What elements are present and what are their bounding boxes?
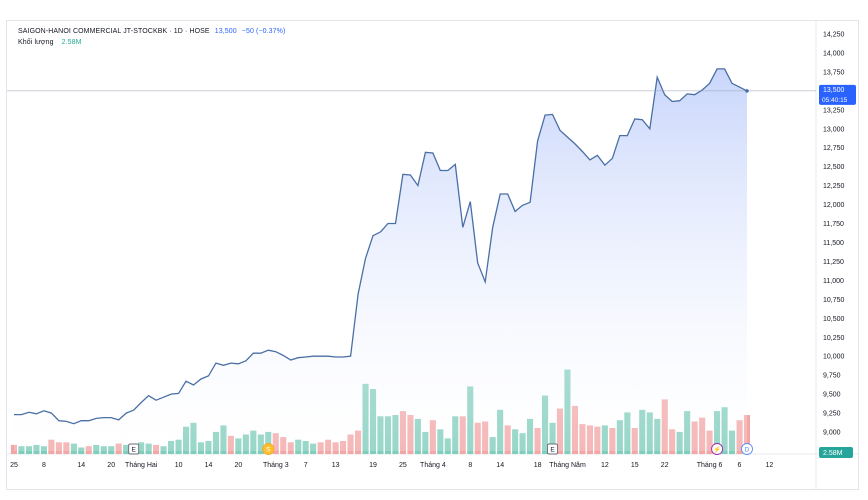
price-tag: 13,500 05:40:15	[819, 84, 856, 105]
y-tick-label: 9,750	[823, 373, 841, 380]
y-tick-label: 13,250	[823, 107, 845, 114]
price-chart[interactable]: 14,250 14,000 13,750 13,500 13,250 13,000 12,7…	[7, 21, 858, 489]
y-tick-label: 9,000	[823, 430, 841, 437]
x-tick-label: 8	[468, 462, 472, 469]
x-tick-label: 14	[77, 462, 85, 469]
x-tick-label: 18	[534, 462, 542, 469]
price-tag-countdown: 05:40:15	[822, 97, 848, 104]
x-tick-label: 20	[235, 462, 243, 469]
y-tick-label: 13,000	[823, 126, 845, 133]
x-tick-label: 14	[205, 462, 213, 469]
legend-row-volume: Khối lượng 2.58M	[18, 37, 285, 48]
y-tick-label: 9,500	[823, 392, 841, 399]
x-tick-label: 6	[738, 462, 742, 469]
news-marker[interactable]: ⚡	[711, 443, 724, 455]
price-line	[14, 68, 748, 425]
dividend-marker-label: D	[745, 447, 750, 454]
y-tick-label: 12,000	[823, 202, 845, 209]
event-markers: E S E ⚡ D	[128, 443, 753, 455]
y-tick-label: 13,750	[823, 69, 845, 76]
x-tick-label: 22	[661, 462, 669, 469]
news-marker-label: ⚡	[713, 446, 721, 454]
chart-container[interactable]: SAIGON-HANOI COMMERCIAL JT-STOCKBK · 1D …	[6, 20, 859, 490]
x-tick-label: Tháng Năm	[549, 462, 586, 469]
volume-tag: 2.58M	[819, 447, 853, 458]
y-tick-label: 12,750	[823, 145, 845, 152]
last-price-dot	[745, 89, 749, 93]
x-tick-label: 25	[399, 462, 407, 469]
x-tick-label: Tháng 6	[697, 462, 723, 469]
chart-legend: SAIGON-HANOI COMMERCIAL JT-STOCKBK · 1D …	[18, 26, 285, 48]
price-area-fill	[14, 68, 747, 452]
split-marker[interactable]: S	[262, 443, 275, 455]
legend-row-main: SAIGON-HANOI COMMERCIAL JT-STOCKBK · 1D …	[18, 26, 285, 37]
volume-bar	[10, 444, 17, 454]
time-axis[interactable]: 25 8 14 20 Tháng Hai 10 14 20 Tháng 3 7 13 19 25 Thán…	[10, 462, 773, 469]
y-tick-label: 10,250	[823, 335, 845, 342]
price-tag-value: 13,500	[823, 87, 845, 94]
x-tick-label: 7	[304, 462, 308, 469]
x-tick-label: 12	[601, 462, 609, 469]
x-tick-label: 8	[42, 462, 46, 469]
legend-price: 13,500	[214, 28, 237, 35]
legend-change: −50 (−0.37%)	[241, 28, 286, 35]
x-tick-label: 15	[631, 462, 639, 469]
earnings-marker[interactable]: E	[547, 443, 558, 455]
x-tick-label: Tháng 4	[420, 462, 446, 469]
volume-tag-value: 2.58M	[823, 450, 843, 457]
dividend-marker[interactable]: D	[741, 443, 753, 455]
volume-value: 2.58M	[61, 39, 82, 46]
split-marker-label: S	[266, 447, 271, 454]
x-tick-label: 14	[496, 462, 504, 469]
y-tick-label: 14,000	[823, 51, 845, 58]
y-tick-label: 11,500	[823, 240, 844, 247]
x-tick-label: 13	[332, 462, 340, 469]
y-tick-label: 10,750	[823, 297, 845, 304]
x-tick-label: 19	[369, 462, 377, 469]
x-tick-label: Tháng 3	[263, 462, 289, 469]
y-tick-label: 12,250	[823, 183, 845, 190]
y-tick-label: 9,250	[823, 411, 841, 418]
earnings-marker-label: E	[132, 447, 137, 454]
x-tick-label: 10	[175, 462, 183, 469]
y-tick-label: 12,500	[823, 164, 845, 171]
x-tick-label: 12	[766, 462, 774, 469]
y-tick-label: 14,250	[823, 32, 845, 39]
y-tick-label: 10,500	[823, 316, 845, 323]
y-tick-label: 11,250	[823, 259, 844, 266]
earnings-marker[interactable]: E	[128, 443, 140, 455]
y-tick-label: 11,750	[823, 221, 844, 228]
y-tick-label: 11,000	[823, 278, 844, 285]
volume-label: Khối lượng	[18, 39, 54, 46]
x-tick-label: 25	[10, 462, 18, 469]
symbol-title: SAIGON-HANOI COMMERCIAL JT-STOCKBK · 1D …	[18, 28, 210, 35]
y-tick-label: 10,000	[823, 354, 845, 361]
x-tick-label: Tháng Hai	[125, 462, 158, 469]
earnings-marker-label: E	[550, 447, 555, 454]
x-tick-label: 20	[107, 462, 115, 469]
